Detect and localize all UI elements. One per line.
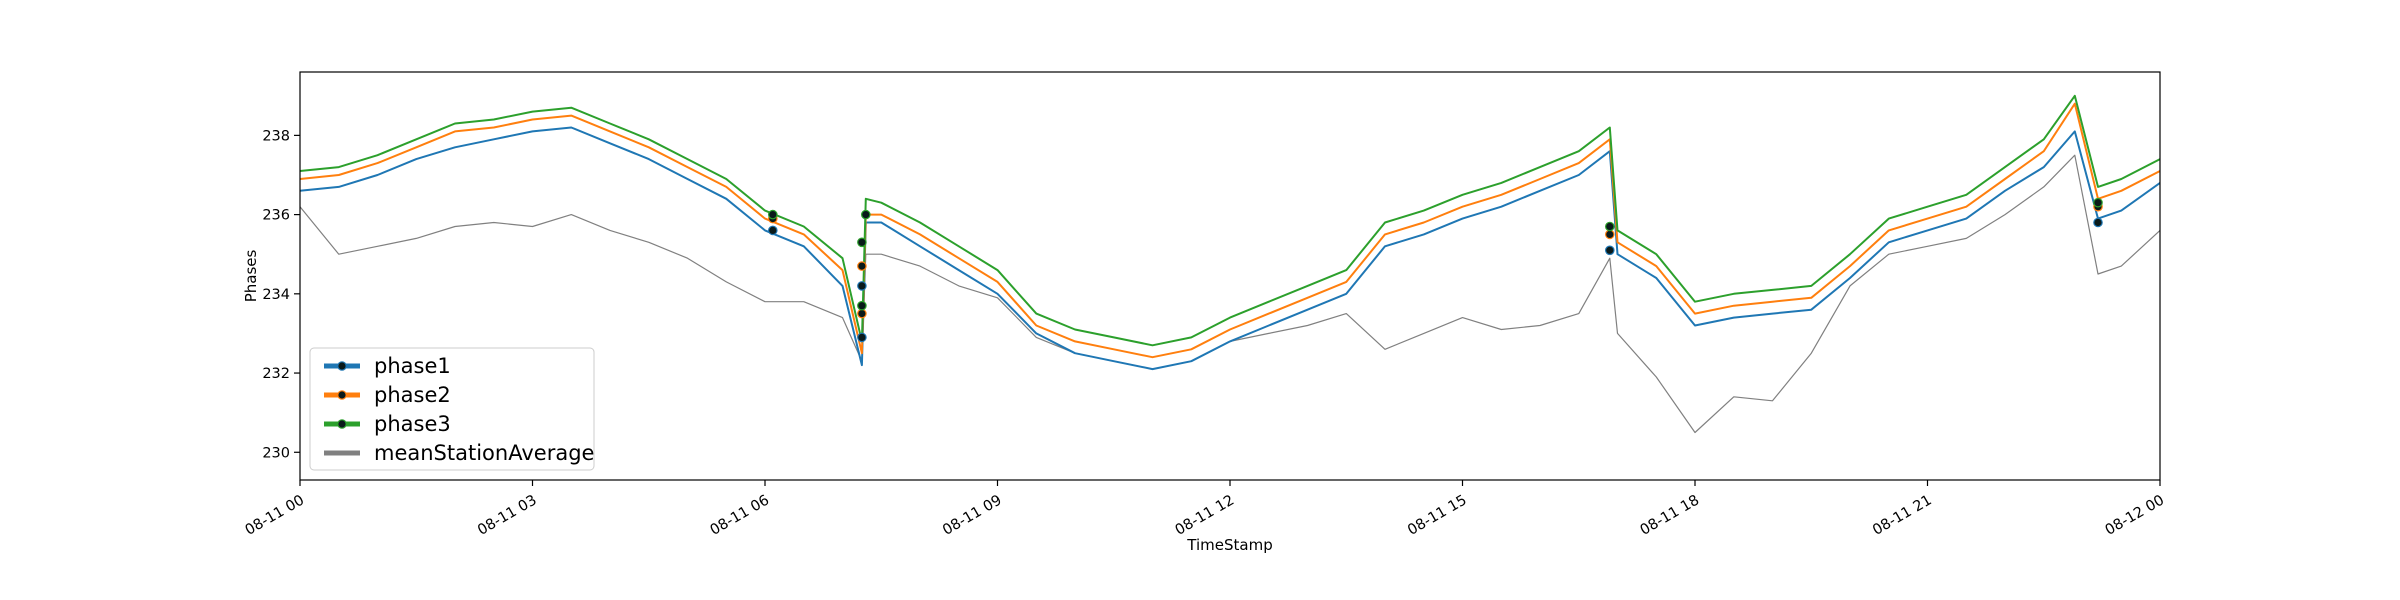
marker-phase3 xyxy=(857,237,867,248)
x-tick-label: 08-11 00 xyxy=(243,492,307,538)
x-tick-label: 08-12 00 xyxy=(2103,492,2167,538)
y-tick-label: 232 xyxy=(262,366,290,382)
x-tick-label: 08-11 09 xyxy=(940,492,1004,538)
marker-phase1 xyxy=(857,281,867,291)
marker-phase1 xyxy=(857,332,867,343)
marker-phase3 xyxy=(767,209,778,220)
series-line-phase3 xyxy=(299,94,2161,347)
x-tick-label: 08-11 18 xyxy=(1638,492,1702,538)
y-axis-label: Phases xyxy=(242,250,260,303)
marker-phase2 xyxy=(857,261,867,271)
y-tick-label: 230 xyxy=(262,445,290,461)
series-line-phase1 xyxy=(299,126,2161,371)
marker-phase3 xyxy=(857,300,867,311)
y-axis: 230 232 234 236 238 xyxy=(262,128,300,461)
marker-layer xyxy=(767,197,2103,343)
legend: phase1 phase2 phase3 meanStationAverage xyxy=(309,347,595,471)
legend-label-meanStationAverage: meanStationAverage xyxy=(374,441,594,465)
marker-phase1 xyxy=(767,225,778,236)
legend-label-phase2: phase2 xyxy=(374,383,451,407)
series-layer xyxy=(299,94,2161,434)
marker-phase1 xyxy=(1605,245,1615,256)
marker-phase3 xyxy=(860,209,871,220)
x-tick-label: 08-11 03 xyxy=(475,492,539,538)
marker-phase2 xyxy=(1605,229,1615,240)
legend-label-phase3: phase3 xyxy=(374,412,451,436)
marker-phase2 xyxy=(857,308,867,319)
y-tick-label: 238 xyxy=(262,128,290,144)
marker-phase1 xyxy=(2093,217,2103,228)
x-axis: 08-11 00 08-11 03 08-11 06 08-11 09 08-11 12… xyxy=(243,480,2167,539)
y-tick-label: 234 xyxy=(262,287,290,303)
legend-marker-phase3 xyxy=(337,419,347,429)
x-axis-label: TimeStamp xyxy=(1186,536,1272,554)
x-tick-label: 08-11 12 xyxy=(1173,492,1237,538)
marker-phase3 xyxy=(1605,221,1615,232)
y-tick-label: 236 xyxy=(262,208,290,224)
marker-phase3 xyxy=(2093,197,2103,208)
legend-marker-phase2 xyxy=(337,390,347,400)
x-tick-label: 08-11 21 xyxy=(1870,492,1934,538)
series-line-phase2 xyxy=(299,102,2161,359)
x-tick-label: 08-11 06 xyxy=(708,492,772,538)
legend-marker-phase1 xyxy=(337,361,347,371)
legend-box xyxy=(309,347,595,471)
legend-label-phase1: phase1 xyxy=(374,354,451,378)
x-tick-label: 08-11 15 xyxy=(1405,492,1469,538)
